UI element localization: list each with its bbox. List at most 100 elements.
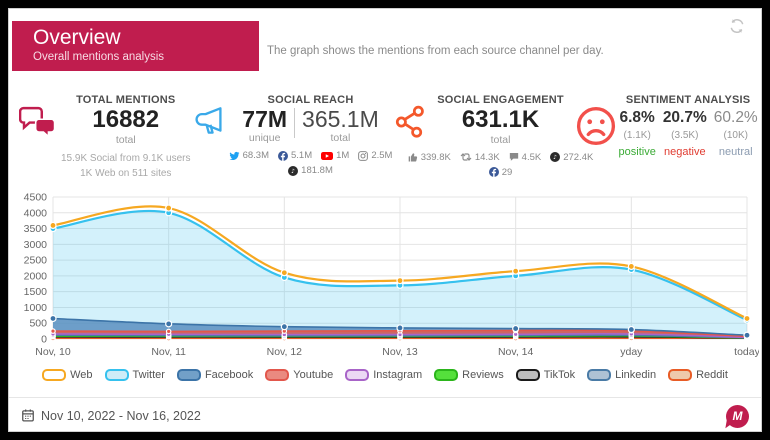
engagement-value: 631.1K — [461, 106, 540, 133]
svg-text:Nov, 10: Nov, 10 — [35, 346, 71, 358]
sentiment-negative-pct: 20.7% — [662, 109, 707, 126]
legend-swatch — [515, 369, 540, 381]
footer: Nov 10, 2022 - Nov 16, 2022 M — [21, 404, 749, 428]
metrics-row: TOTAL MENTIONS 16882 total 15.9K Social … — [15, 91, 758, 182]
reach-total-label: total — [330, 132, 351, 145]
chart-legend: Web Twitter Facebook Youtube Instagram Review… — [9, 369, 761, 381]
sentiment-neutral-count: (10K) — [723, 130, 748, 141]
social-reach-title: SOCIAL REACH — [267, 94, 354, 106]
metric-sentiment: SENTIMENT ANALYSIS 6.8% (1.1K) positive … — [571, 91, 758, 182]
breakdown-item: ♪ 272.4K — [550, 152, 593, 163]
svg-text:4000: 4000 — [24, 207, 48, 219]
breakdown-item: 1M — [321, 150, 349, 161]
legend-swatch — [434, 369, 459, 381]
svg-text:0: 0 — [41, 334, 47, 346]
svg-text:1000: 1000 — [24, 302, 48, 314]
breakdown-item: ♪ 181.8M — [288, 165, 333, 176]
legend-item-reddit[interactable]: Reddit — [668, 369, 728, 381]
youtube-icon — [321, 151, 334, 161]
tiktok-icon: ♪ — [288, 165, 299, 176]
total-mentions-line2: 1K Web on 511 sites — [80, 168, 172, 180]
refresh-icon[interactable] — [729, 18, 745, 34]
legend-swatch — [265, 369, 290, 381]
legend-label: Reviews — [462, 369, 504, 381]
widget-header: Overview Overall mentions analysis — [12, 21, 259, 71]
reach-unique-label: unique — [248, 132, 281, 145]
brand-logo[interactable]: M — [726, 404, 749, 428]
reach-unique-value: 77M — [242, 106, 288, 132]
sentiment-positive-pct: 6.8% — [619, 109, 655, 126]
svg-text:4500: 4500 — [24, 192, 48, 204]
svg-text:3500: 3500 — [24, 223, 48, 235]
legend-label: Instagram — [373, 369, 423, 381]
mentions-area-chart[interactable]: 0 500 1000 1500 2000 2500 3000 3500 4000 4500 Nov,… — [13, 189, 761, 365]
page-title: Overview — [33, 26, 121, 49]
svg-text:Nov, 12: Nov, 12 — [267, 346, 303, 358]
calendar-icon — [21, 408, 35, 425]
sentiment-neutral-label: neutral — [718, 146, 753, 158]
footer-divider — [9, 397, 761, 398]
breakdown-item: 68.3M — [229, 150, 269, 161]
svg-text:♪: ♪ — [291, 168, 295, 175]
legend-swatch — [587, 369, 612, 381]
legend-item-twitter[interactable]: Twitter — [104, 369, 165, 381]
sentiment-positive-label: positive — [618, 146, 656, 158]
tiktok-icon: ♪ — [550, 152, 561, 163]
breakdown-item: 14.3K — [460, 152, 500, 163]
comment-icon — [509, 152, 519, 162]
engagement-label: total — [490, 133, 511, 146]
date-range-picker[interactable]: Nov 10, 2022 - Nov 16, 2022 — [21, 408, 201, 425]
engagement-breakdown: 339.8K 14.3K 4.5K ♪ 272.4K 29 — [408, 152, 593, 178]
metric-total-mentions: TOTAL MENTIONS 16882 total 15.9K Social … — [15, 91, 191, 182]
legend-label: Linkedin — [615, 369, 657, 381]
svg-text:yday: yday — [620, 346, 643, 358]
legend-swatch — [176, 369, 201, 381]
legend-label: Twitter — [132, 369, 165, 381]
likes-icon — [408, 152, 418, 162]
facebook-icon — [278, 150, 288, 161]
legend-item-instagram[interactable]: Instagram — [345, 369, 422, 381]
legend-swatch — [668, 369, 693, 381]
megaphone-icon — [191, 91, 233, 182]
svg-text:2000: 2000 — [24, 270, 48, 282]
breakdown-item: 29 — [488, 167, 512, 178]
svg-text:♪: ♪ — [553, 154, 557, 161]
legend-item-youtube[interactable]: Youtube — [265, 369, 333, 381]
metric-social-engagement: SOCIAL ENGAGEMENT 631.1K total 339.8K 14.… — [389, 91, 593, 182]
social-engagement-title: SOCIAL ENGAGEMENT — [437, 94, 564, 106]
sad-face-icon — [571, 91, 619, 182]
legend-item-web[interactable]: Web — [42, 369, 93, 381]
sentiment-positive-count: (1.1K) — [623, 130, 651, 141]
legend-swatch — [42, 369, 67, 381]
sentiment-title: SENTIMENT ANALYSIS — [625, 94, 751, 106]
svg-text:1500: 1500 — [24, 286, 48, 298]
total-mentions-line1: 15.9K Social from 9.1K users — [61, 152, 191, 164]
legend-swatch — [104, 369, 129, 381]
breakdown-item: 2.5M — [358, 150, 392, 161]
total-mentions-label: total — [115, 133, 136, 146]
svg-text:2500: 2500 — [24, 255, 48, 267]
retweet-icon — [460, 152, 472, 162]
sentiment-positive: 6.8% (1.1K) positive — [619, 109, 656, 158]
legend-label: Facebook — [204, 369, 254, 381]
total-mentions-value: 16882 — [92, 106, 160, 133]
svg-text:Nov, 13: Nov, 13 — [382, 346, 418, 358]
sentiment-neutral-pct: 60.2% — [713, 109, 758, 126]
svg-text:today: today — [734, 346, 759, 358]
svg-text:3000: 3000 — [24, 239, 48, 251]
legend-label: Youtube — [293, 369, 334, 381]
legend-item-reviews[interactable]: Reviews — [434, 369, 504, 381]
overview-dashboard-card: Overview Overall mentions analysis The g… — [8, 8, 762, 432]
svg-text:500: 500 — [29, 318, 47, 330]
share-nodes-icon — [389, 91, 431, 182]
facebook-icon — [488, 167, 499, 178]
date-range-text: Nov 10, 2022 - Nov 16, 2022 — [41, 409, 201, 423]
sentiment-negative-count: (3.5K) — [671, 130, 699, 141]
widget-description: The graph shows the mentions from each s… — [267, 45, 604, 57]
chat-bubbles-icon — [15, 91, 61, 182]
legend-item-linkedin[interactable]: Linkedin — [587, 369, 656, 381]
breakdown-item: 339.8K — [408, 152, 451, 163]
total-mentions-title: TOTAL MENTIONS — [76, 94, 176, 106]
legend-item-tiktok[interactable]: TikTok — [515, 369, 575, 381]
legend-item-facebook[interactable]: Facebook — [176, 369, 254, 381]
